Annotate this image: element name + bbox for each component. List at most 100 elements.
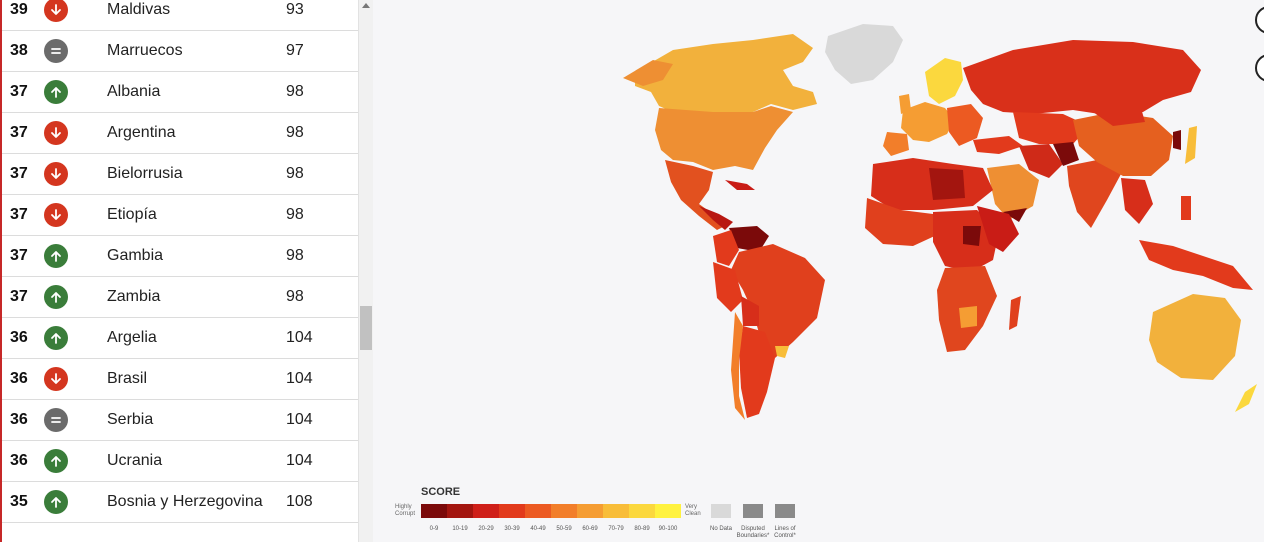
map-region-botswana xyxy=(959,306,977,328)
map-region-cuba xyxy=(725,180,755,190)
legend-range-label: 50-59 xyxy=(556,526,572,532)
ranking-row[interactable]: 37 Zambia 98 xyxy=(2,277,358,318)
map-region-usa xyxy=(655,106,793,170)
legend-lines-of-control-swatch xyxy=(775,504,795,518)
map-region-uk xyxy=(899,94,911,114)
row-country-name: Bielorrusia xyxy=(107,165,183,182)
map-region-philippines xyxy=(1181,196,1191,220)
row-country-name: Marruecos xyxy=(107,42,183,59)
arrow-down-icon xyxy=(44,162,68,186)
ranking-row[interactable]: 36 Brasil 104 xyxy=(2,359,358,400)
legend-swatch xyxy=(447,504,473,518)
legend-swatch xyxy=(525,504,551,518)
legend-high-label: Very Clean xyxy=(685,504,701,518)
row-rank: 98 xyxy=(286,206,304,223)
map-region-japan xyxy=(1185,126,1197,164)
legend-swatch xyxy=(655,504,681,518)
ranking-row[interactable]: 38 Marruecos 97 xyxy=(2,31,358,72)
row-score: 37 xyxy=(10,247,28,264)
legend-range-label: 30-39 xyxy=(504,526,520,532)
legend-range-labels: 0-9 10-19 20-29 30-39 40-49 50-59 60-69 70-79 80… xyxy=(421,526,681,532)
map-region-yemen xyxy=(1003,208,1027,222)
map-region-iran xyxy=(1019,144,1063,178)
arrow-down-icon xyxy=(44,121,68,145)
legend-title: SCORE xyxy=(421,486,461,498)
legend-swatch xyxy=(629,504,655,518)
world-map-svg[interactable] xyxy=(373,0,1264,480)
map-region-australia xyxy=(1149,294,1241,380)
row-score: 38 xyxy=(10,42,28,59)
legend-disputed-line2: Boundaries* xyxy=(736,533,770,539)
legend-range-label: 70-79 xyxy=(608,526,624,532)
arrow-up-icon xyxy=(44,449,68,473)
scroll-up-arrow-icon[interactable] xyxy=(362,3,370,8)
map-region-southeast-asia xyxy=(1121,178,1153,224)
equals-icon xyxy=(44,408,68,432)
map-region-south-sudan xyxy=(963,226,981,246)
row-score: 39 xyxy=(10,1,28,18)
ranking-row[interactable]: 37 Argentina 98 xyxy=(2,113,358,154)
legend-range-label: 0-9 xyxy=(429,526,439,532)
world-map[interactable]: SCORE Highly Corrupt 0-9 10-19 20-29 30-39 4… xyxy=(373,0,1264,542)
ranking-row[interactable]: 37 Etiopía 98 xyxy=(2,195,358,236)
arrow-up-icon xyxy=(44,80,68,104)
map-region-bolivia xyxy=(741,296,759,326)
row-rank: 98 xyxy=(286,288,304,305)
row-country-name: Ucrania xyxy=(107,452,163,469)
row-rank: 97 xyxy=(286,42,304,59)
legend-range-label: 20-29 xyxy=(478,526,494,532)
map-region-turkey xyxy=(973,136,1023,154)
map-region-china xyxy=(1073,112,1173,176)
row-country-name: Maldivas xyxy=(107,1,171,18)
scroll-thumb[interactable] xyxy=(360,306,372,350)
legend-disputed-swatch xyxy=(743,504,763,518)
map-region-western-europe xyxy=(901,102,955,142)
row-rank: 98 xyxy=(286,165,304,182)
legend-low-label: Highly Corrupt xyxy=(395,504,415,518)
legend-swatch xyxy=(577,504,603,518)
ranking-row[interactable]: 36 Argelia 104 xyxy=(2,318,358,359)
ranking-row[interactable]: 36 Ucrania 104 xyxy=(2,441,358,482)
ranking-row[interactable]: 36 Serbia 104 xyxy=(2,400,358,441)
ranking-row[interactable]: 37 Albania 98 xyxy=(2,72,358,113)
map-region-india xyxy=(1067,160,1121,228)
row-country-name: Serbia xyxy=(107,411,154,428)
map-region-west-africa xyxy=(865,198,939,246)
map-region-alaska xyxy=(623,60,673,86)
arrow-down-icon xyxy=(44,203,68,227)
legend-range-label: 60-69 xyxy=(582,526,598,532)
legend-lines-of-control-label: Lines of Control* xyxy=(765,526,805,540)
row-country-name: Albania xyxy=(107,83,161,100)
arrow-down-icon xyxy=(44,367,68,391)
legend-swatch xyxy=(499,504,525,518)
ranking-row[interactable]: 37 Bielorrusia 98 xyxy=(2,154,358,195)
map-region-indonesia xyxy=(1139,240,1253,290)
map-region-scandinavia xyxy=(925,58,963,104)
ranking-row[interactable]: 35 Bosnia y Herzegovina 108 xyxy=(2,482,358,523)
ranking-row[interactable]: 37 Gambia 98 xyxy=(2,236,358,277)
map-region-brazil xyxy=(731,244,825,358)
row-rank: 108 xyxy=(286,493,313,510)
row-rank: 98 xyxy=(286,124,304,141)
row-score: 36 xyxy=(10,329,28,346)
arrow-up-icon xyxy=(44,285,68,309)
row-score: 37 xyxy=(10,124,28,141)
ranking-list[interactable]: 39 Maldivas 93 38 Marruecos 97 37 Albania 98 37 Ar… xyxy=(0,0,358,542)
legend-disputed-line1: Disputed xyxy=(741,526,765,532)
legend-swatch xyxy=(421,504,447,518)
row-score: 37 xyxy=(10,206,28,223)
row-country-name: Zambia xyxy=(107,288,161,305)
map-region-canada xyxy=(635,34,817,112)
map-region-new-zealand xyxy=(1235,384,1257,412)
ranking-row[interactable]: 39 Maldivas 93 xyxy=(2,0,358,31)
map-region-central-america xyxy=(699,206,733,230)
legend-lines-line1: Lines of xyxy=(774,526,796,532)
map-region-arabia xyxy=(987,164,1039,220)
map-region-chile xyxy=(731,312,745,420)
legend-swatch xyxy=(473,504,499,518)
row-country-name: Argentina xyxy=(107,124,176,141)
map-region-mongolia xyxy=(1093,108,1145,126)
map-region-korea xyxy=(1173,130,1181,150)
list-scrollbar[interactable] xyxy=(358,0,373,542)
